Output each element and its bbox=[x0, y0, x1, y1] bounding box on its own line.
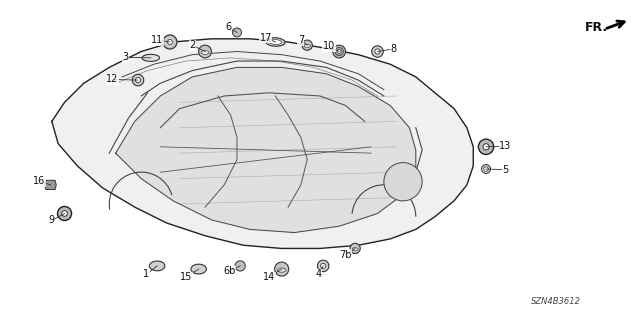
Text: 12: 12 bbox=[106, 74, 118, 85]
Text: 11: 11 bbox=[151, 35, 163, 45]
Ellipse shape bbox=[132, 74, 144, 86]
Text: 8: 8 bbox=[390, 44, 397, 54]
Ellipse shape bbox=[136, 78, 141, 83]
Text: 7: 7 bbox=[298, 35, 304, 45]
Ellipse shape bbox=[201, 50, 209, 54]
Polygon shape bbox=[45, 180, 56, 189]
Text: 10: 10 bbox=[323, 41, 335, 51]
Text: 6b: 6b bbox=[223, 266, 236, 276]
Ellipse shape bbox=[61, 211, 67, 216]
Text: 3: 3 bbox=[122, 52, 128, 62]
Ellipse shape bbox=[483, 144, 489, 150]
Text: SZN4B3612: SZN4B3612 bbox=[531, 297, 581, 306]
Text: 9: 9 bbox=[49, 215, 55, 226]
Text: 2: 2 bbox=[189, 40, 195, 50]
Text: 5: 5 bbox=[502, 165, 508, 175]
Ellipse shape bbox=[235, 261, 245, 271]
Ellipse shape bbox=[269, 40, 282, 45]
Polygon shape bbox=[52, 39, 473, 249]
Ellipse shape bbox=[375, 49, 380, 54]
Ellipse shape bbox=[58, 206, 72, 220]
Ellipse shape bbox=[335, 47, 343, 56]
Polygon shape bbox=[116, 67, 416, 233]
Ellipse shape bbox=[484, 167, 488, 171]
Ellipse shape bbox=[198, 45, 211, 58]
Ellipse shape bbox=[481, 165, 490, 174]
Text: 7b: 7b bbox=[339, 250, 352, 260]
Text: 14: 14 bbox=[263, 272, 275, 282]
Ellipse shape bbox=[478, 139, 493, 154]
Ellipse shape bbox=[304, 44, 310, 48]
Text: 1: 1 bbox=[143, 270, 149, 279]
Text: 16: 16 bbox=[33, 176, 45, 186]
Text: 17: 17 bbox=[260, 33, 272, 42]
Ellipse shape bbox=[350, 243, 360, 254]
Ellipse shape bbox=[163, 35, 177, 49]
Ellipse shape bbox=[321, 263, 326, 269]
Text: FR.: FR. bbox=[585, 21, 608, 34]
Ellipse shape bbox=[372, 46, 383, 57]
Ellipse shape bbox=[337, 49, 341, 53]
Text: 13: 13 bbox=[499, 141, 511, 151]
Ellipse shape bbox=[352, 248, 358, 251]
Ellipse shape bbox=[266, 38, 285, 46]
Ellipse shape bbox=[191, 264, 206, 274]
Ellipse shape bbox=[168, 40, 172, 44]
Ellipse shape bbox=[232, 28, 241, 37]
Ellipse shape bbox=[317, 260, 329, 272]
Ellipse shape bbox=[149, 261, 165, 271]
Ellipse shape bbox=[278, 268, 286, 272]
Text: 6: 6 bbox=[225, 22, 231, 32]
Ellipse shape bbox=[142, 54, 159, 61]
Ellipse shape bbox=[302, 40, 312, 50]
Text: 15: 15 bbox=[180, 272, 192, 282]
Ellipse shape bbox=[384, 163, 422, 201]
Ellipse shape bbox=[275, 262, 289, 276]
Text: 4: 4 bbox=[316, 270, 322, 279]
Ellipse shape bbox=[333, 45, 346, 58]
